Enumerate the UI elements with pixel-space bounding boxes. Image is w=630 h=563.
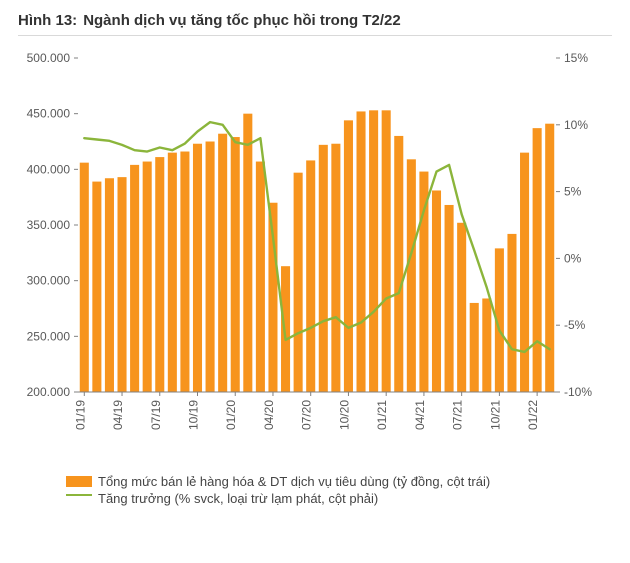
svg-text:300.000: 300.000 — [27, 274, 71, 288]
bar — [331, 144, 340, 392]
legend-swatch-line — [66, 494, 92, 496]
combo-chart-svg: 200.000 250.000 300.000 350.000 400.000 450.0… — [18, 50, 612, 470]
bar — [117, 177, 126, 392]
chart-title-row: Hình 13: Ngành dịch vụ tăng tốc phục hồi… — [18, 12, 612, 36]
svg-text:15%: 15% — [564, 51, 588, 65]
bar — [482, 298, 491, 392]
svg-text:0%: 0% — [564, 251, 582, 265]
bar — [218, 134, 227, 392]
svg-text:01/21: 01/21 — [375, 400, 389, 430]
figure-container: { "title": { "prefix": "Hình 13:", "text… — [0, 0, 630, 524]
svg-text:400.000: 400.000 — [27, 162, 71, 176]
bar — [80, 163, 89, 392]
bar — [206, 142, 215, 393]
svg-text:-10%: -10% — [564, 385, 592, 399]
svg-text:500.000: 500.000 — [27, 51, 71, 65]
bar — [155, 157, 164, 392]
bar — [281, 266, 290, 392]
bar — [432, 190, 441, 392]
svg-text:250.000: 250.000 — [27, 329, 71, 343]
bar — [445, 205, 454, 392]
bar — [356, 111, 365, 392]
legend-row-line: Tăng trưởng (% svck, loại trừ lạm phát, … — [66, 491, 612, 506]
chart-title-text: Ngành dịch vụ tăng tốc phục hồi trong T2… — [83, 12, 401, 29]
svg-text:10/20: 10/20 — [337, 400, 351, 430]
bar — [180, 152, 189, 392]
bar — [545, 124, 554, 392]
svg-text:04/21: 04/21 — [413, 400, 427, 430]
bar — [507, 234, 516, 392]
svg-text:01/22: 01/22 — [526, 400, 540, 430]
svg-text:5%: 5% — [564, 185, 582, 199]
bar — [306, 160, 315, 392]
svg-text:01/19: 01/19 — [73, 400, 87, 430]
legend: Tổng mức bán lẻ hàng hóa & DT dịch vụ ti… — [18, 474, 612, 506]
growth-line — [84, 122, 549, 352]
bar — [344, 120, 353, 392]
svg-text:04/19: 04/19 — [111, 400, 125, 430]
bar — [92, 182, 101, 392]
svg-text:10/19: 10/19 — [187, 400, 201, 430]
bar — [243, 114, 252, 392]
bar — [470, 303, 479, 392]
bar — [231, 137, 240, 392]
svg-text:04/20: 04/20 — [262, 400, 276, 430]
bar — [520, 153, 529, 392]
bar — [382, 110, 391, 392]
bar — [407, 159, 416, 392]
bar — [419, 172, 428, 392]
bar — [256, 162, 265, 392]
chart-area: 200.000 250.000 300.000 350.000 400.000 450.0… — [18, 50, 612, 470]
bar — [394, 136, 403, 392]
svg-text:10%: 10% — [564, 118, 588, 132]
svg-text:-5%: -5% — [564, 318, 586, 332]
svg-text:07/21: 07/21 — [451, 400, 465, 430]
bar — [130, 165, 139, 392]
svg-text:01/20: 01/20 — [224, 400, 238, 430]
svg-text:450.000: 450.000 — [27, 107, 71, 121]
bar — [105, 178, 114, 392]
svg-text:10/21: 10/21 — [488, 400, 502, 430]
svg-text:350.000: 350.000 — [27, 218, 71, 232]
bar — [319, 145, 328, 392]
bar — [294, 173, 303, 392]
svg-text:200.000: 200.000 — [27, 385, 71, 399]
bar — [143, 162, 152, 392]
bar — [193, 144, 202, 392]
legend-label-bar: Tổng mức bán lẻ hàng hóa & DT dịch vụ ti… — [98, 474, 490, 489]
legend-row-bar: Tổng mức bán lẻ hàng hóa & DT dịch vụ ti… — [66, 474, 612, 489]
bar — [168, 153, 177, 392]
svg-text:07/19: 07/19 — [149, 400, 163, 430]
bar — [369, 110, 378, 392]
bar — [457, 223, 466, 392]
svg-text:07/20: 07/20 — [300, 400, 314, 430]
chart-title-prefix: Hình 13: — [18, 12, 77, 29]
legend-label-line: Tăng trưởng (% svck, loại trừ lạm phát, … — [98, 491, 378, 506]
legend-swatch-bar — [66, 476, 92, 487]
bar — [533, 128, 542, 392]
